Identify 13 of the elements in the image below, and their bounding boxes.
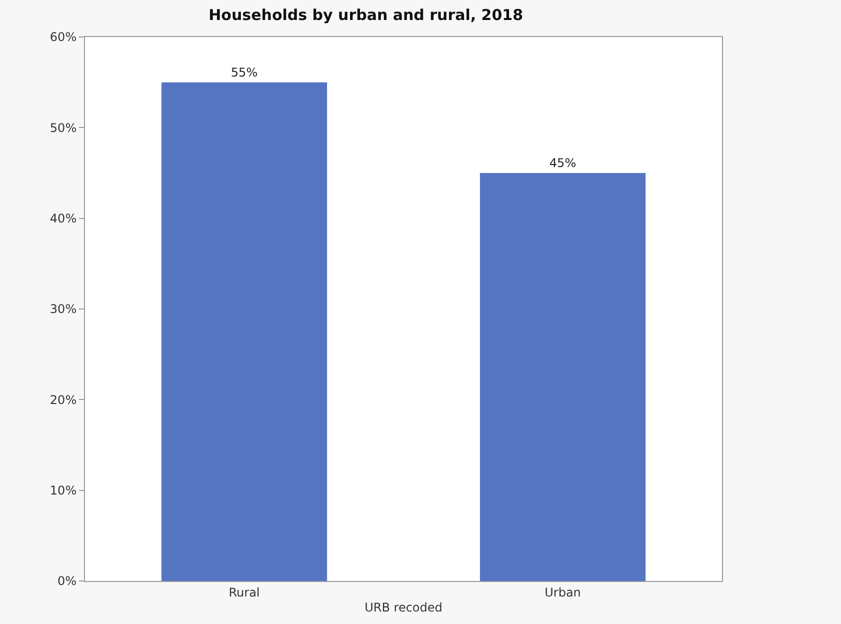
x-axis-title: URB recoded <box>364 600 442 614</box>
chart-title: Households by urban and rural, 2018 <box>208 6 524 24</box>
y-tick-label: 10% <box>50 484 77 498</box>
y-tick-label: 0% <box>58 574 77 588</box>
y-tick-label: 50% <box>50 120 77 135</box>
data-label: 55% <box>230 65 258 80</box>
data-label: 45% <box>549 156 576 170</box>
x-tick-label: Urban <box>544 585 581 600</box>
x-tick-label: Rural <box>228 585 260 600</box>
y-tick-label: 20% <box>50 392 77 407</box>
y-tick-label: 30% <box>50 302 77 316</box>
y-tick-label: 40% <box>50 212 77 226</box>
y-tick-label: 60% <box>50 30 77 44</box>
